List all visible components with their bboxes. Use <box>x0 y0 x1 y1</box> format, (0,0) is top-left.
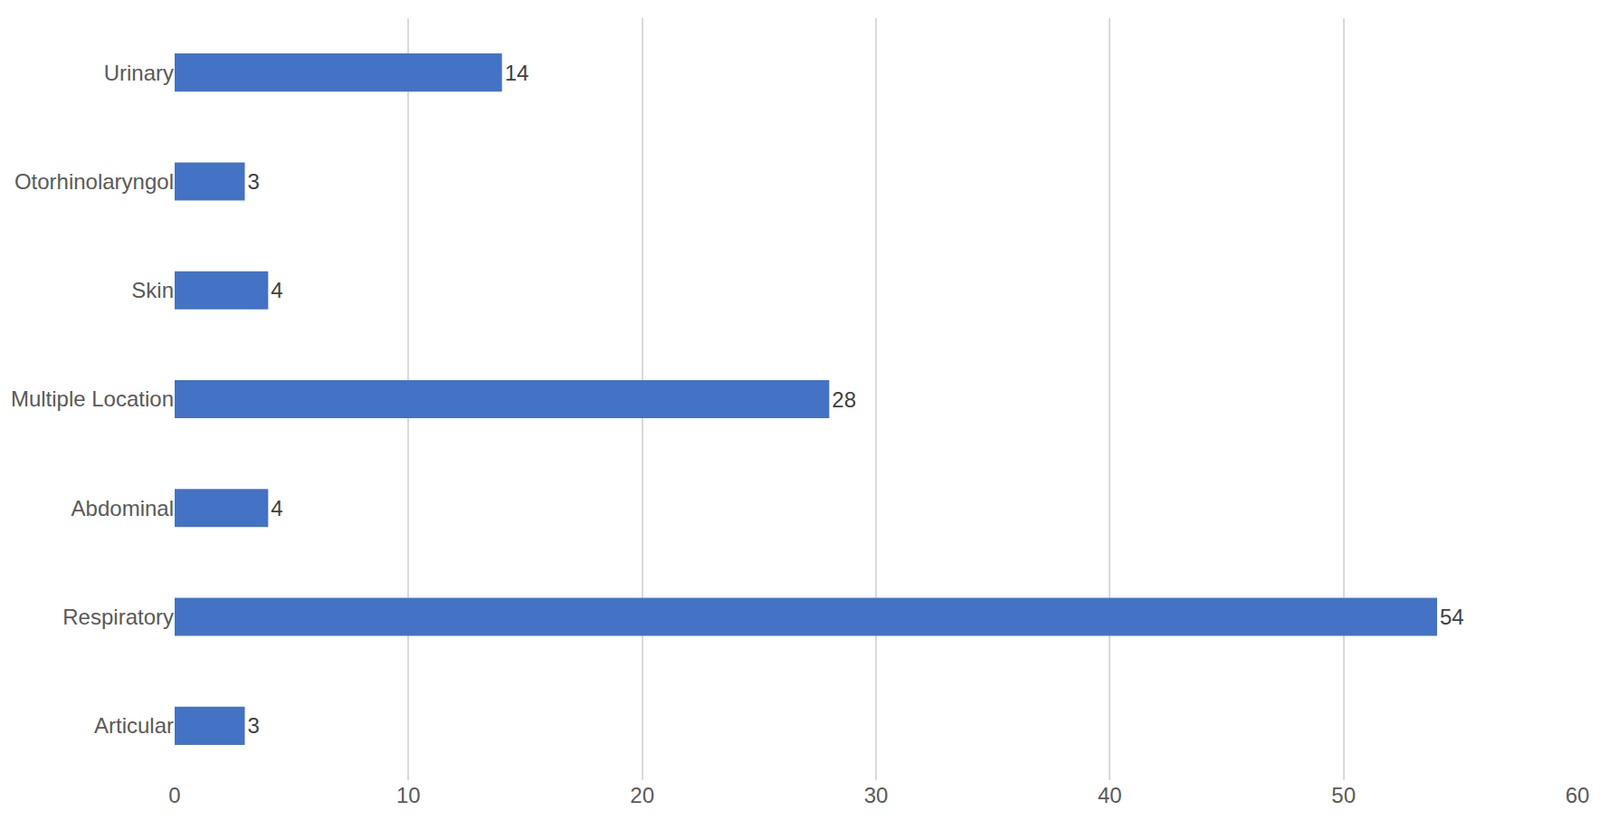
svg-text:4: 4 <box>270 495 283 521</box>
svg-text:Skin: Skin <box>131 277 174 303</box>
svg-text:Respiratory: Respiratory <box>62 604 174 629</box>
svg-text:40: 40 <box>1097 782 1123 808</box>
svg-text:0: 0 <box>168 782 181 808</box>
svg-text:Multiple Location: Multiple Location <box>10 386 174 411</box>
svg-text:Urinary: Urinary <box>104 60 174 86</box>
svg-text:60: 60 <box>1565 782 1591 808</box>
svg-text:30: 30 <box>864 782 889 808</box>
svg-text:54: 54 <box>1439 604 1465 629</box>
svg-text:10: 10 <box>396 782 421 808</box>
svg-text:Articular: Articular <box>94 713 174 738</box>
svg-text:28: 28 <box>831 387 857 412</box>
svg-text:3: 3 <box>247 713 260 738</box>
svg-text:50: 50 <box>1331 782 1356 808</box>
svg-text:3: 3 <box>247 169 260 194</box>
svg-text:4: 4 <box>270 277 283 303</box>
svg-text:20: 20 <box>629 782 655 808</box>
svg-text:14: 14 <box>504 60 530 86</box>
svg-text:Abdominal: Abdominal <box>71 495 174 521</box>
svg-text:Otorhinolaryngol: Otorhinolaryngol <box>14 169 174 194</box>
